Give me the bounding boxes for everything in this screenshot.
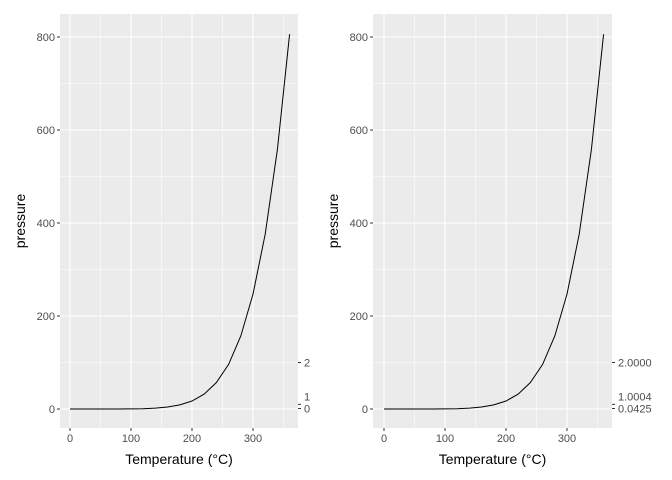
y-tick-label: 800	[37, 32, 55, 44]
y-tick-label: 0	[49, 404, 55, 416]
secondary-y-tick-label: 1.0004	[618, 391, 652, 403]
secondary-y-tick-label: 2.0000	[618, 358, 652, 370]
y-axis-label: pressure	[325, 194, 341, 249]
x-tick-label: 100	[122, 433, 140, 445]
secondary-y-tick-label: 0	[304, 404, 310, 416]
secondary-y-tick-label: 2	[304, 358, 310, 370]
secondary-y-tick-label: 0.0425	[618, 403, 652, 415]
y-tick-label: 800	[350, 32, 368, 44]
x-tick-label: 100	[436, 433, 454, 445]
x-tick-label: 200	[183, 433, 201, 445]
y-tick-label: 400	[37, 218, 55, 230]
panel-background	[373, 14, 612, 428]
x-tick-label: 0	[381, 433, 387, 445]
y-tick-label: 600	[350, 125, 368, 137]
panel-background	[60, 14, 298, 428]
x-tick-label: 300	[558, 433, 576, 445]
x-tick-label: 200	[497, 433, 515, 445]
x-tick-label: 300	[244, 433, 262, 445]
x-axis-label: Temperature (°C)	[125, 451, 233, 467]
y-tick-label: 600	[37, 125, 55, 137]
y-tick-label: 0	[362, 404, 368, 416]
secondary-y-tick-label: 1	[304, 392, 310, 404]
x-tick-label: 0	[67, 433, 73, 445]
y-tick-label: 200	[37, 311, 55, 323]
x-axis-label: Temperature (°C)	[439, 451, 547, 467]
series-line	[384, 34, 605, 410]
y-tick-label: 400	[350, 218, 368, 230]
y-axis-label: pressure	[12, 194, 28, 249]
series-line	[70, 34, 291, 410]
y-tick-label: 200	[350, 311, 368, 323]
